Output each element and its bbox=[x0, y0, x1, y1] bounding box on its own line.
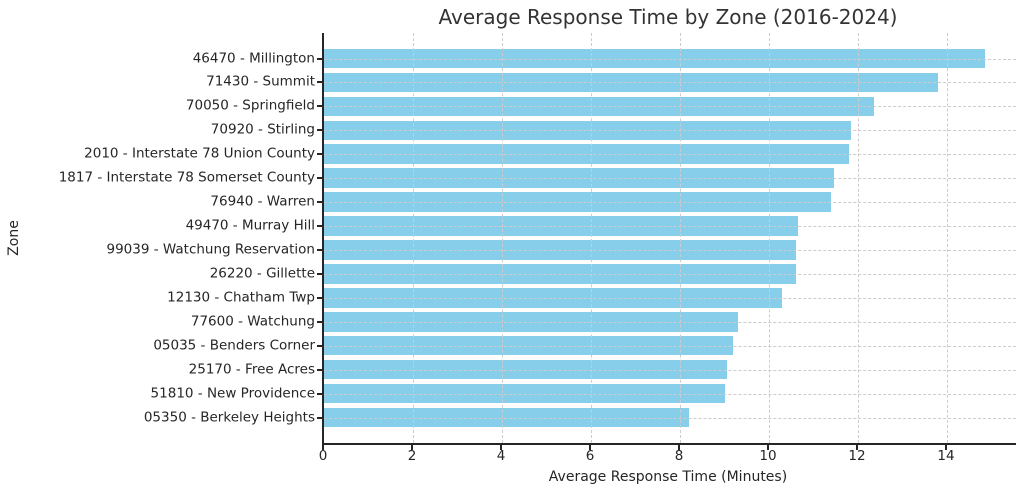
y-tick-mark bbox=[317, 225, 322, 228]
y-tick-label: 51810 - New Providence bbox=[150, 384, 315, 401]
y-tick-mark bbox=[317, 201, 322, 204]
y-tick-label: 70920 - Stirling bbox=[210, 121, 315, 138]
x-tick-label: 0 bbox=[318, 448, 328, 464]
plot-area bbox=[322, 33, 1016, 445]
gridline-horizontal bbox=[324, 417, 1016, 419]
gridline-horizontal bbox=[324, 297, 1016, 299]
gridline-vertical bbox=[502, 33, 503, 443]
y-tick-label: 99039 - Watchung Reservation bbox=[106, 241, 316, 258]
gridline-horizontal bbox=[324, 369, 1016, 371]
x-tick-mark bbox=[945, 445, 948, 450]
x-tick-mark bbox=[678, 445, 680, 450]
y-tick-label: 25170 - Free Acres bbox=[188, 360, 315, 377]
y-tick-label: 05035 - Benders Corner bbox=[153, 336, 315, 353]
y-tick-mark bbox=[317, 320, 322, 323]
gridline-vertical bbox=[680, 33, 681, 443]
gridline-horizontal bbox=[324, 249, 1016, 251]
gridline-horizontal bbox=[324, 345, 1016, 347]
y-tick-label: 05350 - Berkeley Heights bbox=[143, 408, 315, 425]
y-tick-label: 26220 - Gillette bbox=[209, 265, 315, 282]
gridline-horizontal bbox=[324, 393, 1016, 395]
y-tick-mark bbox=[317, 105, 322, 108]
y-tick-mark bbox=[317, 272, 322, 275]
x-tick-label: 8 bbox=[674, 448, 684, 464]
y-tick-label: 49470 - Murray Hill bbox=[185, 217, 315, 234]
x-tick-label: 2 bbox=[407, 448, 417, 464]
y-tick-mark bbox=[317, 296, 322, 299]
y-tick-label: 76940 - Warren bbox=[210, 193, 315, 210]
gridline-horizontal bbox=[324, 106, 1016, 108]
gridline-horizontal bbox=[324, 178, 1016, 180]
x-tick-mark bbox=[767, 445, 770, 450]
y-tick-mark bbox=[317, 153, 322, 156]
gridline-horizontal bbox=[324, 321, 1016, 323]
x-tick-mark bbox=[322, 445, 324, 450]
gridline-horizontal bbox=[324, 202, 1016, 204]
gridline-vertical bbox=[947, 33, 949, 443]
y-tick-mark bbox=[317, 57, 322, 60]
x-tick-label: 6 bbox=[585, 448, 595, 464]
y-tick-mark bbox=[317, 416, 322, 419]
gridline-vertical bbox=[858, 33, 860, 443]
x-tick-mark bbox=[589, 445, 591, 450]
gridline-vertical bbox=[413, 33, 414, 443]
x-axis-label: Average Response Time (Minutes) bbox=[548, 469, 788, 485]
gridline-horizontal bbox=[324, 154, 1016, 156]
x-tick-mark bbox=[856, 445, 859, 450]
y-tick-label: 70050 - Springfield bbox=[185, 97, 315, 114]
y-tick-label: 77600 - Watchung bbox=[190, 313, 315, 330]
y-tick-label: 2010 - Interstate 78 Union County bbox=[84, 145, 315, 162]
gridline-vertical bbox=[769, 33, 771, 443]
gridline-horizontal bbox=[324, 273, 1016, 275]
y-tick-mark bbox=[317, 81, 322, 84]
y-tick-mark bbox=[317, 368, 322, 371]
y-tick-label: 12130 - Chatham Twp bbox=[167, 289, 315, 306]
gridline-horizontal bbox=[324, 58, 1016, 60]
y-tick-label: 71430 - Summit bbox=[206, 73, 315, 90]
x-tick-mark bbox=[500, 445, 502, 450]
gridline-horizontal bbox=[324, 130, 1016, 132]
y-tick-mark bbox=[317, 392, 322, 395]
gridline-horizontal bbox=[324, 226, 1016, 228]
gridline-horizontal bbox=[324, 82, 1016, 84]
y-tick-mark bbox=[317, 344, 322, 347]
x-tick-label: 12 bbox=[848, 448, 866, 464]
x-tick-label: 4 bbox=[496, 448, 506, 464]
y-tick-label: 1817 - Interstate 78 Somerset County bbox=[58, 169, 315, 186]
chart-title: Average Response Time by Zone (2016-2024… bbox=[438, 5, 898, 29]
gridline-vertical bbox=[591, 33, 592, 443]
x-tick-label: 10 bbox=[759, 448, 777, 464]
y-tick-mark bbox=[317, 248, 322, 251]
y-axis-label: Zone bbox=[6, 220, 22, 256]
x-tick-label: 14 bbox=[937, 448, 955, 464]
y-tick-label: 46470 - Millington bbox=[192, 49, 315, 66]
y-tick-mark bbox=[317, 129, 322, 132]
y-tick-mark bbox=[317, 177, 322, 180]
x-tick-mark bbox=[411, 445, 413, 450]
